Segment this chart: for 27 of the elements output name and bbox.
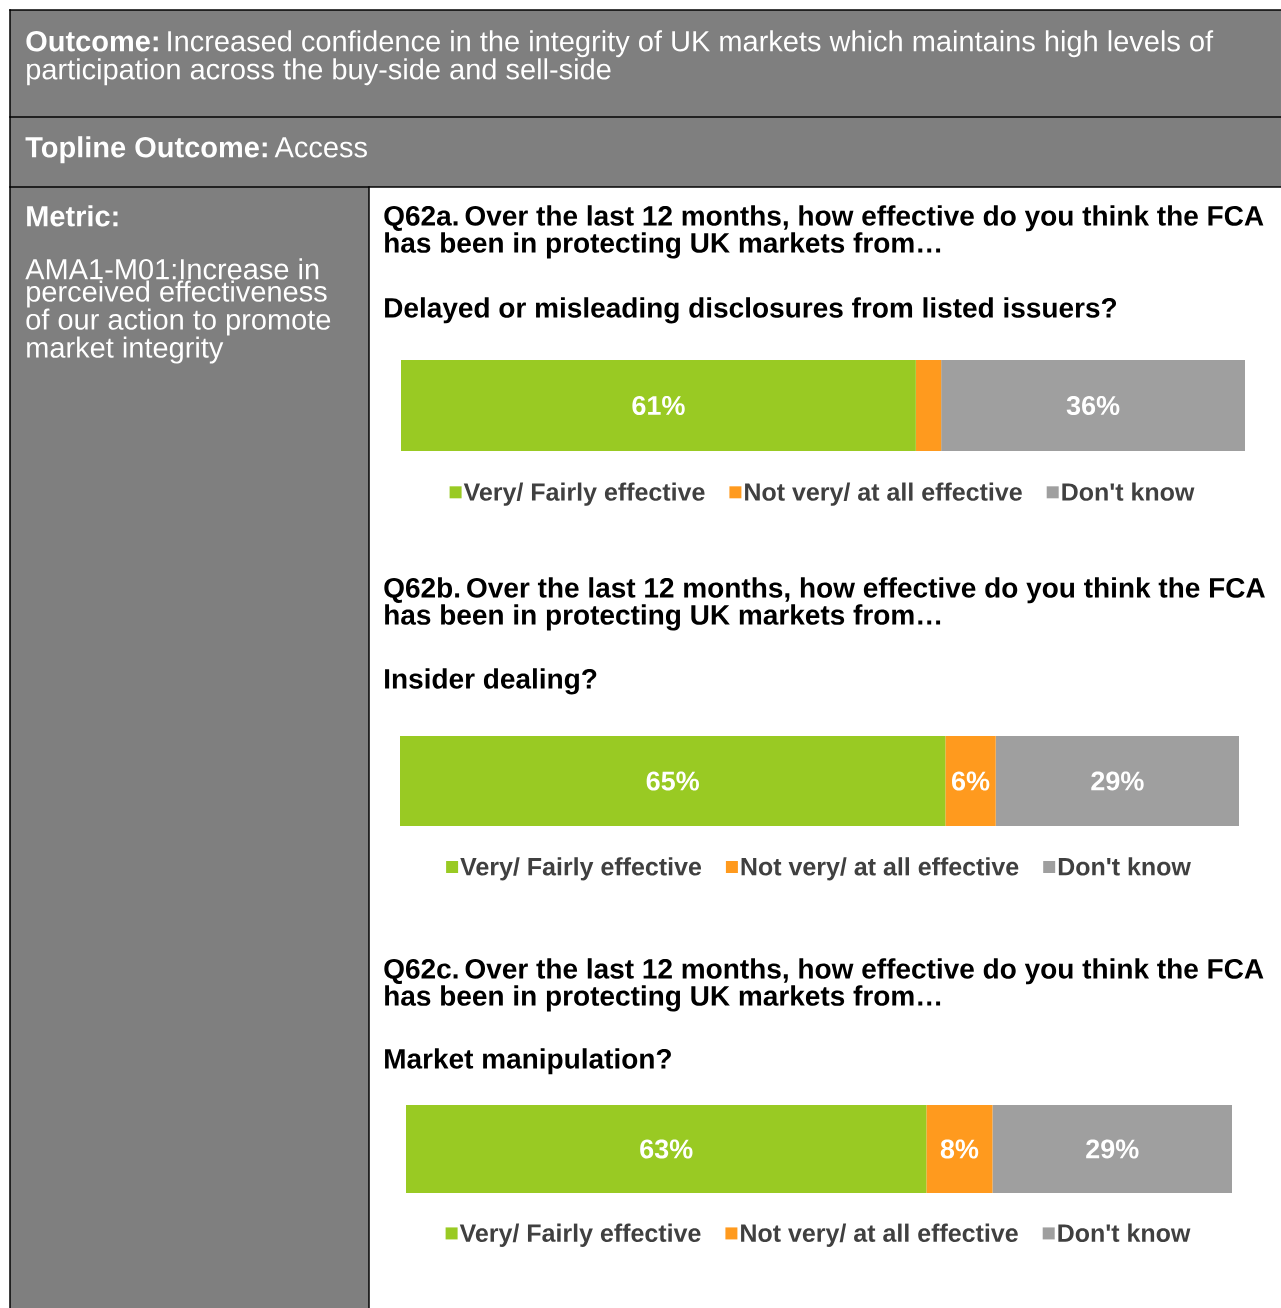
chart-title: Q62a. Over the last 12 months, how effective do you think the FCA has been in protecting UK markets from… (384, 205, 1264, 259)
text: Metric: (27, 205, 118, 227)
legend-label: Don't know (1062, 482, 1195, 501)
legend-label: Very/ Fairly effective (460, 857, 702, 881)
data-label: 36% (1066, 395, 1120, 416)
data-label: 29% (1091, 771, 1144, 791)
legend-label: Not very/ at all effective (745, 482, 1022, 506)
legend-label: Very/ Fairly effective (463, 482, 705, 506)
text: AMA1-M01:Increase in perceived effectiveness of our action to promote market integrity (25, 258, 331, 364)
chart-subtitle: Insider dealing? (385, 668, 597, 695)
legend-label: Don't know (1058, 1223, 1191, 1242)
chart-title: Q62c. Over the last 12 months, how effective do you think the FCA has been in protecting UK markets from… (384, 958, 1264, 1012)
data-label: 63% (640, 1139, 693, 1159)
chart-subtitle: Market manipulation? (385, 1048, 671, 1075)
chart-title: Q62b. Over the last 12 months, how effective do you think the FCA has been in protecting UK markets from… (384, 577, 1265, 631)
legend-label: Not very/ at all effective (741, 1223, 1018, 1247)
legend-label: Very/ Fairly effective (459, 1223, 701, 1247)
data-label: 8% (940, 1139, 979, 1159)
legend-label: Don't know (1058, 857, 1191, 876)
text: Outcome: Increased confidence in the integrity of UK markets which maintains high levels of participation across the buy-side and sell-side (26, 30, 1214, 86)
data-label: 29% (1086, 1139, 1139, 1159)
chart-subtitle: Delayed or misleading disclosures from listed issuers? (385, 297, 1117, 324)
text: Topline Outcome: Access (25, 136, 367, 164)
data-label: 61% (632, 395, 685, 416)
data-label: 6% (952, 771, 990, 791)
legend-label: Not very/ at all effective (741, 857, 1019, 881)
data-label: 65% (646, 771, 699, 791)
